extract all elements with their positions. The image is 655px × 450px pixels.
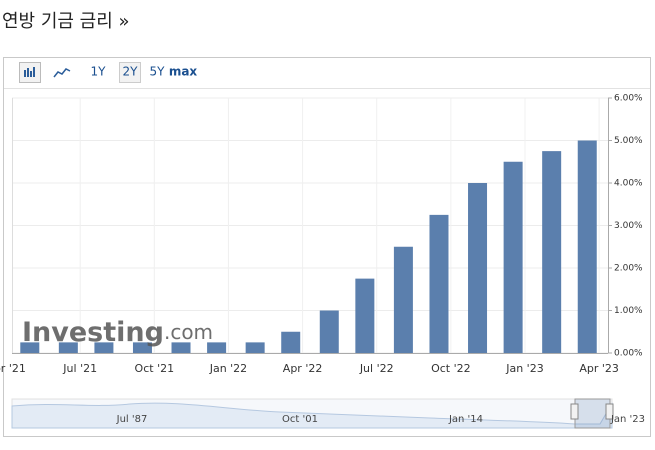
navigator-label: Jul '87: [116, 414, 148, 425]
watermark-word: Investing: [22, 317, 164, 348]
bar: [542, 151, 562, 353]
bar: [207, 342, 227, 353]
bar: [171, 342, 191, 353]
x-tick-label: Jan '23: [505, 362, 543, 375]
bar: [468, 183, 488, 353]
x-tick-label: Jul '21: [62, 362, 97, 375]
bar: [577, 140, 597, 353]
navigator-handle[interactable]: [570, 403, 579, 420]
y-tick-label: 5.00%: [614, 136, 643, 146]
navigator-window: [574, 398, 611, 429]
x-tick-label: Oct '21: [135, 362, 175, 375]
range-button[interactable]: max: [169, 65, 198, 79]
y-tick-label: 1.00%: [614, 306, 643, 316]
x-tick-label: Apr '21: [0, 362, 26, 375]
watermark-domain: .com: [164, 320, 213, 344]
bar: [393, 246, 413, 353]
bar: [429, 214, 449, 353]
bar: [245, 342, 265, 353]
range-button[interactable]: 1Y: [91, 65, 107, 79]
range-button[interactable]: 5Y: [150, 65, 166, 79]
navigator-label: Jan '23: [610, 414, 645, 425]
bar: [132, 342, 152, 353]
y-tick-label: 3.00%: [614, 221, 643, 231]
x-tick-label: Apr '23: [579, 362, 619, 375]
y-tick-label: 2.00%: [614, 264, 643, 274]
navigator-handle[interactable]: [605, 403, 614, 420]
navigator-area: [11, 402, 613, 429]
bar: [503, 161, 523, 353]
x-tick-label: Jan '22: [209, 362, 247, 375]
x-tick-label: Apr '22: [283, 362, 323, 375]
bar: [319, 310, 339, 353]
page-title: 연방 기금 금리 »: [2, 11, 130, 32]
bar: [94, 342, 114, 353]
x-tick-label: Oct '22: [431, 362, 471, 375]
active-range: [119, 62, 141, 83]
navigator-label: Jan '14: [448, 414, 483, 425]
bar: [20, 342, 40, 353]
bar: [355, 278, 375, 353]
bar: [58, 342, 78, 353]
bar-icon: [24, 67, 35, 77]
line-view-button[interactable]: [53, 68, 71, 78]
y-tick-label: 6.00%: [614, 94, 643, 104]
y-tick-label: 0.00%: [614, 349, 643, 359]
y-tick-label: 4.00%: [614, 179, 643, 189]
x-tick-label: Jul '22: [359, 362, 394, 375]
range-button[interactable]: 2Y: [123, 65, 139, 79]
bar: [281, 331, 301, 353]
watermark: Investing.com: [22, 317, 213, 348]
navigator-label: Oct '01: [282, 414, 318, 425]
